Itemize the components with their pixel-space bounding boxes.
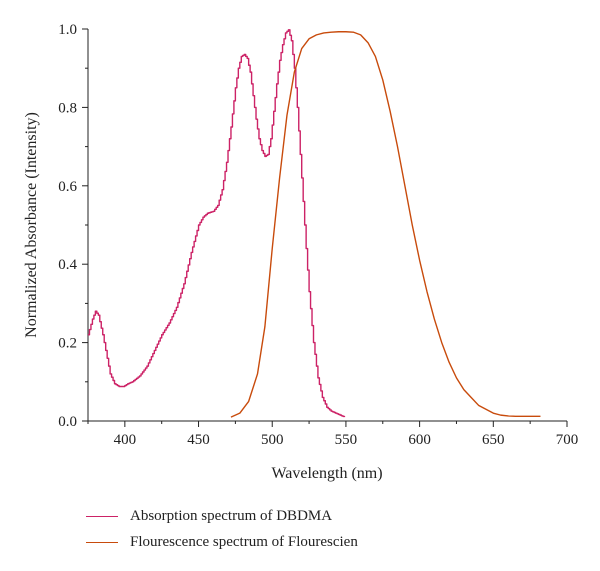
y-tick-label: 0.8 [58,100,77,116]
x-tick-label: 600 [408,432,431,448]
series-layer [88,29,541,418]
x-axis-title: Wavelength (nm) [271,465,382,482]
y-tick-label: 0.0 [58,414,77,430]
x-tick-label: 550 [335,432,358,448]
y-axis-title: Normalized Absorbance (Intensity) [23,112,40,338]
legend-swatch-absorption [86,515,118,517]
x-tick-label: 500 [261,432,284,448]
legend: Absorption spectrum of DBDMA Flourescenc… [86,503,358,555]
legend-item-fluorescence: Flourescence spectrum of Flourescien [86,529,358,555]
y-tick-label: 0.4 [58,257,77,273]
y-tick-label: 0.6 [58,179,77,195]
legend-label-fluorescence: Flourescence spectrum of Flourescien [130,533,358,550]
legend-swatch-fluorescence [86,541,118,543]
chart: 400 450 500 550 600 650 700 0.0 0.2 0.4 0.6 0.8 1.0… [23,22,579,482]
x-ticks: 400 450 500 550 600 650 700 [87,421,579,448]
x-tick-label: 650 [482,432,505,448]
plot-frame [87,29,567,422]
legend-item-absorption: Absorption spectrum of DBDMA [86,503,358,529]
series-line-absorption [88,29,346,418]
legend-label-absorption: Absorption spectrum of DBDMA [130,507,333,524]
x-tick-label: 400 [114,432,137,448]
x-tick-label: 450 [187,432,210,448]
y-tick-label: 1.0 [58,22,77,38]
series-line-fluorescence [230,31,541,418]
y-ticks: 0.0 0.2 0.4 0.6 0.8 1.0 [58,22,88,430]
x-tick-label: 700 [556,432,579,448]
y-tick-label: 0.2 [58,336,77,352]
